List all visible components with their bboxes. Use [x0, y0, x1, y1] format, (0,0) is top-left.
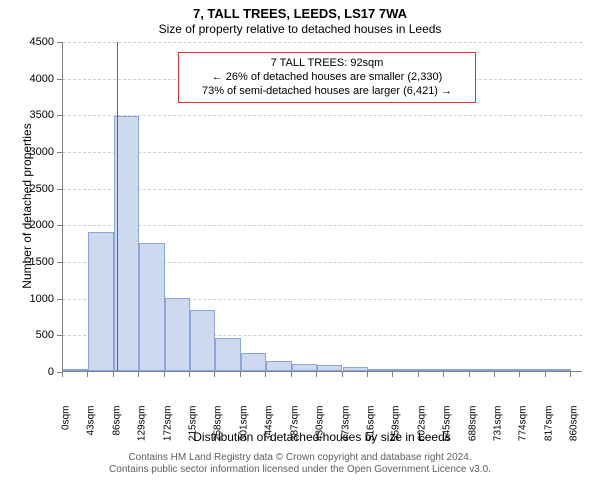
histogram-bar	[393, 369, 418, 371]
histogram-bar	[419, 369, 444, 371]
y-tick-label: 0	[22, 366, 54, 378]
histogram-bar	[88, 232, 113, 371]
footer-line-2: Contains public sector information licen…	[0, 464, 600, 476]
x-tick-label: 688sqm	[467, 406, 478, 448]
reference-line	[117, 42, 118, 371]
x-tick	[113, 372, 114, 377]
histogram-bar	[546, 369, 571, 371]
y-tick-label: 4000	[22, 73, 54, 85]
y-tick	[57, 79, 62, 80]
y-tick	[57, 42, 62, 43]
y-axis-label: Number of detached properties	[20, 106, 34, 306]
y-tick-label: 1500	[22, 256, 54, 268]
histogram-bar	[215, 338, 240, 371]
histogram-bar	[241, 353, 266, 371]
plot-area: 7 TALL TREES: 92sqm← 26% of detached hou…	[62, 42, 582, 372]
x-tick-label: 559sqm	[391, 406, 402, 448]
annotation-line: 73% of semi-detached houses are larger (…	[187, 85, 467, 99]
y-tick-label: 500	[22, 329, 54, 341]
x-tick	[214, 372, 215, 377]
x-tick	[138, 372, 139, 377]
histogram-bar	[139, 243, 164, 371]
figure: 7, TALL TREES, LEEDS, LS17 7WA Size of p…	[0, 0, 600, 500]
x-tick	[367, 372, 368, 377]
chart-subtitle: Size of property relative to detached ho…	[0, 22, 600, 36]
footer-line-1: Contains HM Land Registry data © Crown c…	[0, 452, 600, 464]
x-tick-label: 86sqm	[111, 406, 122, 448]
x-tick-label: 602sqm	[416, 406, 427, 448]
gridline	[63, 115, 582, 116]
histogram-bar	[495, 369, 520, 371]
x-tick	[316, 372, 317, 377]
x-tick	[189, 372, 190, 377]
gridline	[63, 225, 582, 226]
x-tick	[494, 372, 495, 377]
y-tick-label: 3000	[22, 146, 54, 158]
x-tick-label: 645sqm	[442, 406, 453, 448]
histogram-bar	[444, 369, 469, 371]
histogram-bar	[165, 298, 190, 371]
y-tick-label: 1000	[22, 293, 54, 305]
annotation-box: 7 TALL TREES: 92sqm← 26% of detached hou…	[178, 52, 476, 103]
gridline	[63, 152, 582, 153]
x-tick-label: 430sqm	[315, 406, 326, 448]
x-tick	[545, 372, 546, 377]
y-tick	[57, 299, 62, 300]
x-tick-label: 215sqm	[188, 406, 199, 448]
x-tick-label: 731sqm	[492, 406, 503, 448]
histogram-bar	[368, 369, 393, 371]
y-tick	[57, 225, 62, 226]
x-tick-label: 301sqm	[238, 406, 249, 448]
histogram-bar	[343, 367, 368, 371]
x-tick	[87, 372, 88, 377]
annotation-line: ← 26% of detached houses are smaller (2,…	[187, 71, 467, 85]
chart-title: 7, TALL TREES, LEEDS, LS17 7WA	[0, 6, 600, 21]
x-tick-label: 387sqm	[289, 406, 300, 448]
y-tick-label: 2500	[22, 183, 54, 195]
x-tick	[443, 372, 444, 377]
x-tick-label: 473sqm	[340, 406, 351, 448]
y-tick-label: 3500	[22, 109, 54, 121]
x-tick-label: 258sqm	[213, 406, 224, 448]
x-tick-label: 516sqm	[365, 406, 376, 448]
x-tick	[392, 372, 393, 377]
x-tick	[240, 372, 241, 377]
x-tick	[62, 372, 63, 377]
x-tick-label: 860sqm	[569, 406, 580, 448]
x-tick-label: 129sqm	[137, 406, 148, 448]
annotation-line: 7 TALL TREES: 92sqm	[187, 57, 467, 71]
y-tick	[57, 115, 62, 116]
x-tick-label: 817sqm	[543, 406, 554, 448]
histogram-bar	[470, 369, 495, 371]
y-tick	[57, 262, 62, 263]
histogram-bar	[520, 369, 545, 371]
y-tick	[57, 189, 62, 190]
histogram-bar	[190, 310, 215, 371]
histogram-bar	[317, 365, 342, 371]
histogram-bar	[266, 361, 291, 371]
histogram-bar	[292, 364, 317, 371]
x-tick	[291, 372, 292, 377]
x-tick	[342, 372, 343, 377]
x-tick-label: 43sqm	[86, 406, 97, 448]
x-tick	[519, 372, 520, 377]
x-tick-label: 344sqm	[264, 406, 275, 448]
x-tick-label: 0sqm	[61, 406, 72, 448]
x-tick	[570, 372, 571, 377]
footer-attribution: Contains HM Land Registry data © Crown c…	[0, 452, 600, 476]
x-tick-label: 172sqm	[162, 406, 173, 448]
y-tick-label: 2000	[22, 219, 54, 231]
y-tick-label: 4500	[22, 36, 54, 48]
x-tick	[265, 372, 266, 377]
histogram-bar	[63, 369, 88, 371]
gridline	[63, 189, 582, 190]
x-tick	[164, 372, 165, 377]
gridline	[63, 42, 582, 43]
x-tick	[418, 372, 419, 377]
x-tick	[469, 372, 470, 377]
y-tick	[57, 152, 62, 153]
y-tick	[57, 335, 62, 336]
x-tick-label: 774sqm	[518, 406, 529, 448]
